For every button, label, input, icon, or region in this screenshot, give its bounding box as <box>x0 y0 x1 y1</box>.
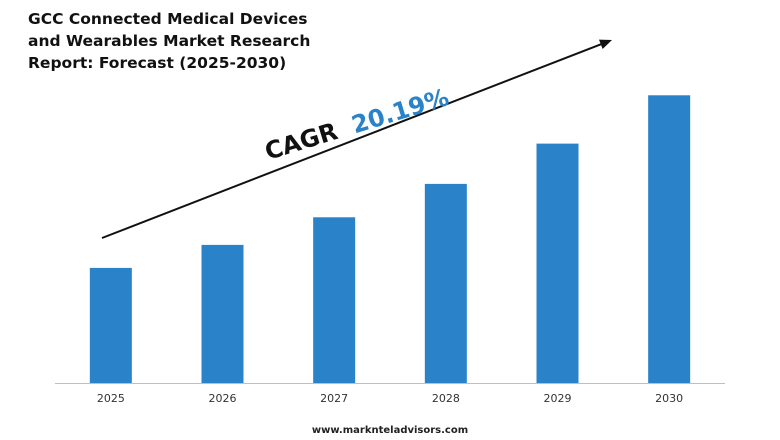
x-tick-label: 2029 <box>544 392 572 405</box>
cagr-value: 20.19% <box>348 83 452 139</box>
chart-title-line: Report: Forecast (2025-2030) <box>28 54 287 72</box>
chart-title-line: and Wearables Market Research <box>28 32 311 50</box>
cagr-prefix: CAGR <box>262 117 341 166</box>
bar-series <box>89 95 691 383</box>
trend-line <box>101 41 607 239</box>
bar-2025 <box>89 267 132 383</box>
x-tick-label: 2026 <box>209 392 237 405</box>
x-tick-label: 2030 <box>655 392 683 405</box>
x-axis-tick-labels: 2025 2026 2027 2028 2029 2030 <box>97 392 683 405</box>
chart-title-line: GCC Connected Medical Devices <box>28 10 308 28</box>
chart-title: GCC Connected Medical Devices and Wearab… <box>28 8 328 74</box>
x-tick-label: 2027 <box>320 392 348 405</box>
bar-2027 <box>313 217 356 383</box>
bar-2026 <box>201 244 244 383</box>
bar-2029 <box>536 143 579 383</box>
arrow-head <box>599 39 612 50</box>
bar-2028 <box>424 183 467 383</box>
bar-2030 <box>648 95 691 383</box>
source-url: www.marknteladvisors.com <box>311 425 469 436</box>
x-tick-label: 2025 <box>97 392 125 405</box>
x-tick-label: 2028 <box>432 392 460 405</box>
cagr-annotation: CAGR 20.19% <box>262 83 453 166</box>
cagr-trend-arrow <box>101 39 612 239</box>
